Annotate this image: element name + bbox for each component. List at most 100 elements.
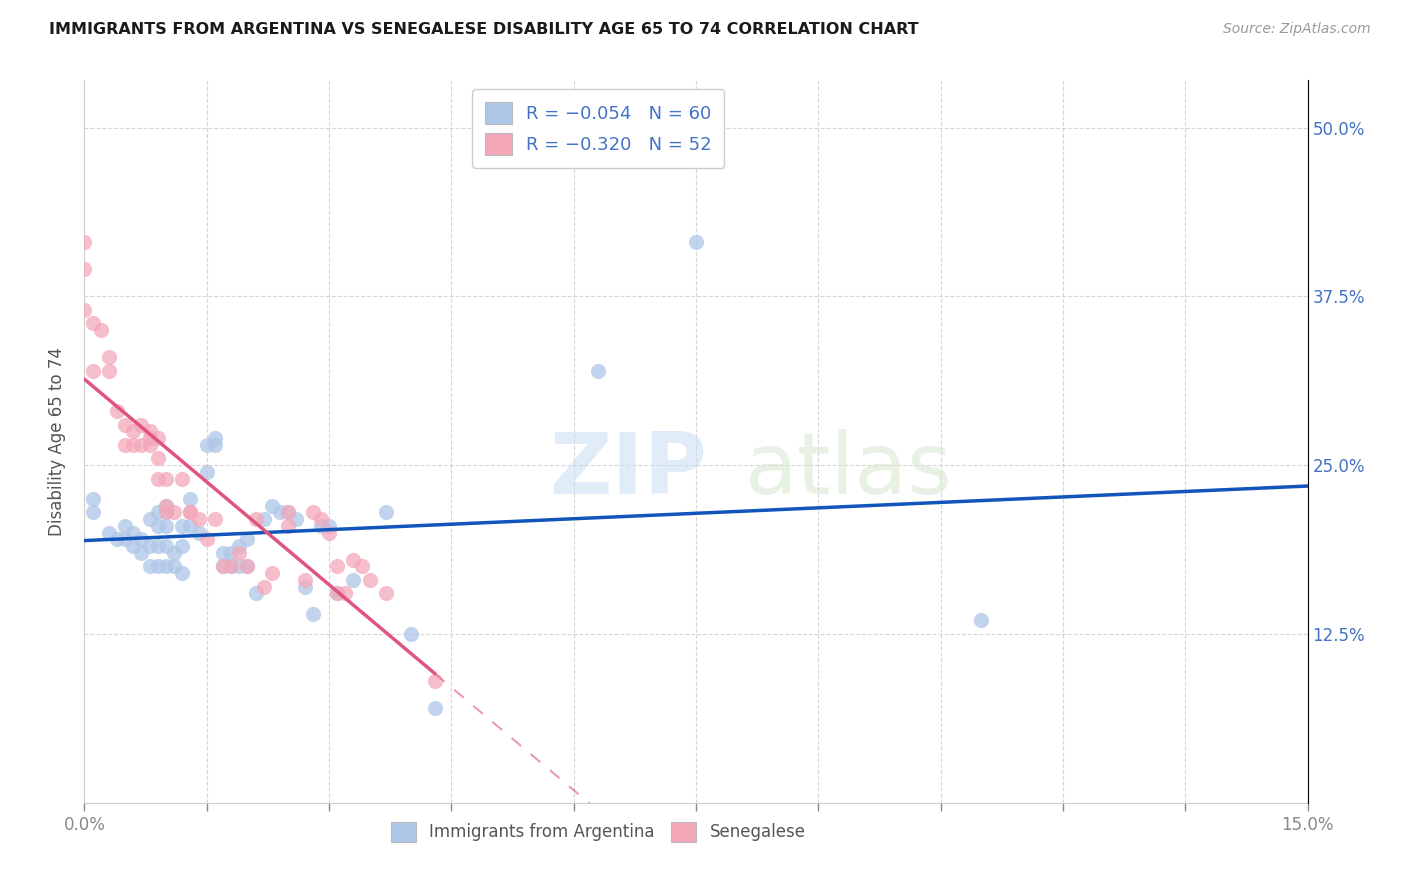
Point [301,505,323,519]
Point [219,559,242,574]
Point [375,505,398,519]
Point [269,505,291,519]
Point [138,512,160,526]
Point [260,499,283,513]
Y-axis label: Disability Age 65 to 74: Disability Age 65 to 74 [48,347,66,536]
Point [131,546,153,560]
Point [423,674,446,689]
Point [294,573,316,587]
Point [204,438,226,452]
Point [342,573,364,587]
Point [146,505,169,519]
Point [122,425,145,439]
Point [187,512,209,526]
Point [90,323,112,337]
Point [82,505,104,519]
Point [131,533,153,547]
Point [82,491,104,506]
Point [219,559,242,574]
Point [179,519,201,533]
Point [195,438,218,452]
Point [138,431,160,445]
Point [260,566,283,581]
Point [326,586,349,600]
Point [131,417,153,432]
Point [277,505,299,519]
Point [375,586,398,600]
Point [114,438,136,452]
Point [155,499,177,513]
Point [122,525,145,540]
Point [309,519,332,533]
Point [146,559,169,574]
Point [318,525,340,540]
Text: IMMIGRANTS FROM ARGENTINA VS SENEGALESE DISABILITY AGE 65 TO 74 CORRELATION CHAR: IMMIGRANTS FROM ARGENTINA VS SENEGALESE … [49,22,920,37]
Point [342,552,364,566]
Point [335,586,357,600]
Point [970,614,993,628]
Point [105,404,128,418]
Point [179,505,201,519]
Point [204,431,226,445]
Point [326,586,349,600]
Text: atlas: atlas [745,429,953,512]
Point [155,519,177,533]
Point [146,519,169,533]
Point [187,525,209,540]
Point [195,533,218,547]
Point [146,451,169,466]
Point [245,586,267,600]
Point [228,546,250,560]
Point [253,512,276,526]
Point [228,559,250,574]
Point [155,499,177,513]
Point [97,350,120,364]
Point [219,546,242,560]
Point [73,302,96,317]
Point [285,512,308,526]
Point [114,533,136,547]
Point [245,512,267,526]
Point [236,559,259,574]
Point [172,566,194,581]
Point [326,559,349,574]
Point [131,438,153,452]
Point [236,559,259,574]
Point [146,539,169,553]
Point [114,417,136,432]
Point [155,472,177,486]
Point [155,539,177,553]
Point [236,533,259,547]
Point [105,533,128,547]
Point [138,539,160,553]
Point [97,364,120,378]
Point [155,559,177,574]
Point [138,559,160,574]
Point [179,491,201,506]
Text: ZIP: ZIP [550,429,707,512]
Point [73,262,96,277]
Point [294,580,316,594]
Point [277,505,299,519]
Point [228,539,250,553]
Point [122,438,145,452]
Point [163,505,186,519]
Point [212,546,235,560]
Point [301,607,323,621]
Point [146,472,169,486]
Point [318,519,340,533]
Point [155,505,177,519]
Point [359,573,381,587]
Point [423,701,446,715]
Point [212,559,235,574]
Point [172,472,194,486]
Point [172,539,194,553]
Point [204,512,226,526]
Point [195,465,218,479]
Point [163,559,186,574]
Point [172,519,194,533]
Point [155,505,177,519]
Point [253,580,276,594]
Legend: Immigrants from Argentina, Senegalese: Immigrants from Argentina, Senegalese [384,815,813,848]
Point [82,317,104,331]
